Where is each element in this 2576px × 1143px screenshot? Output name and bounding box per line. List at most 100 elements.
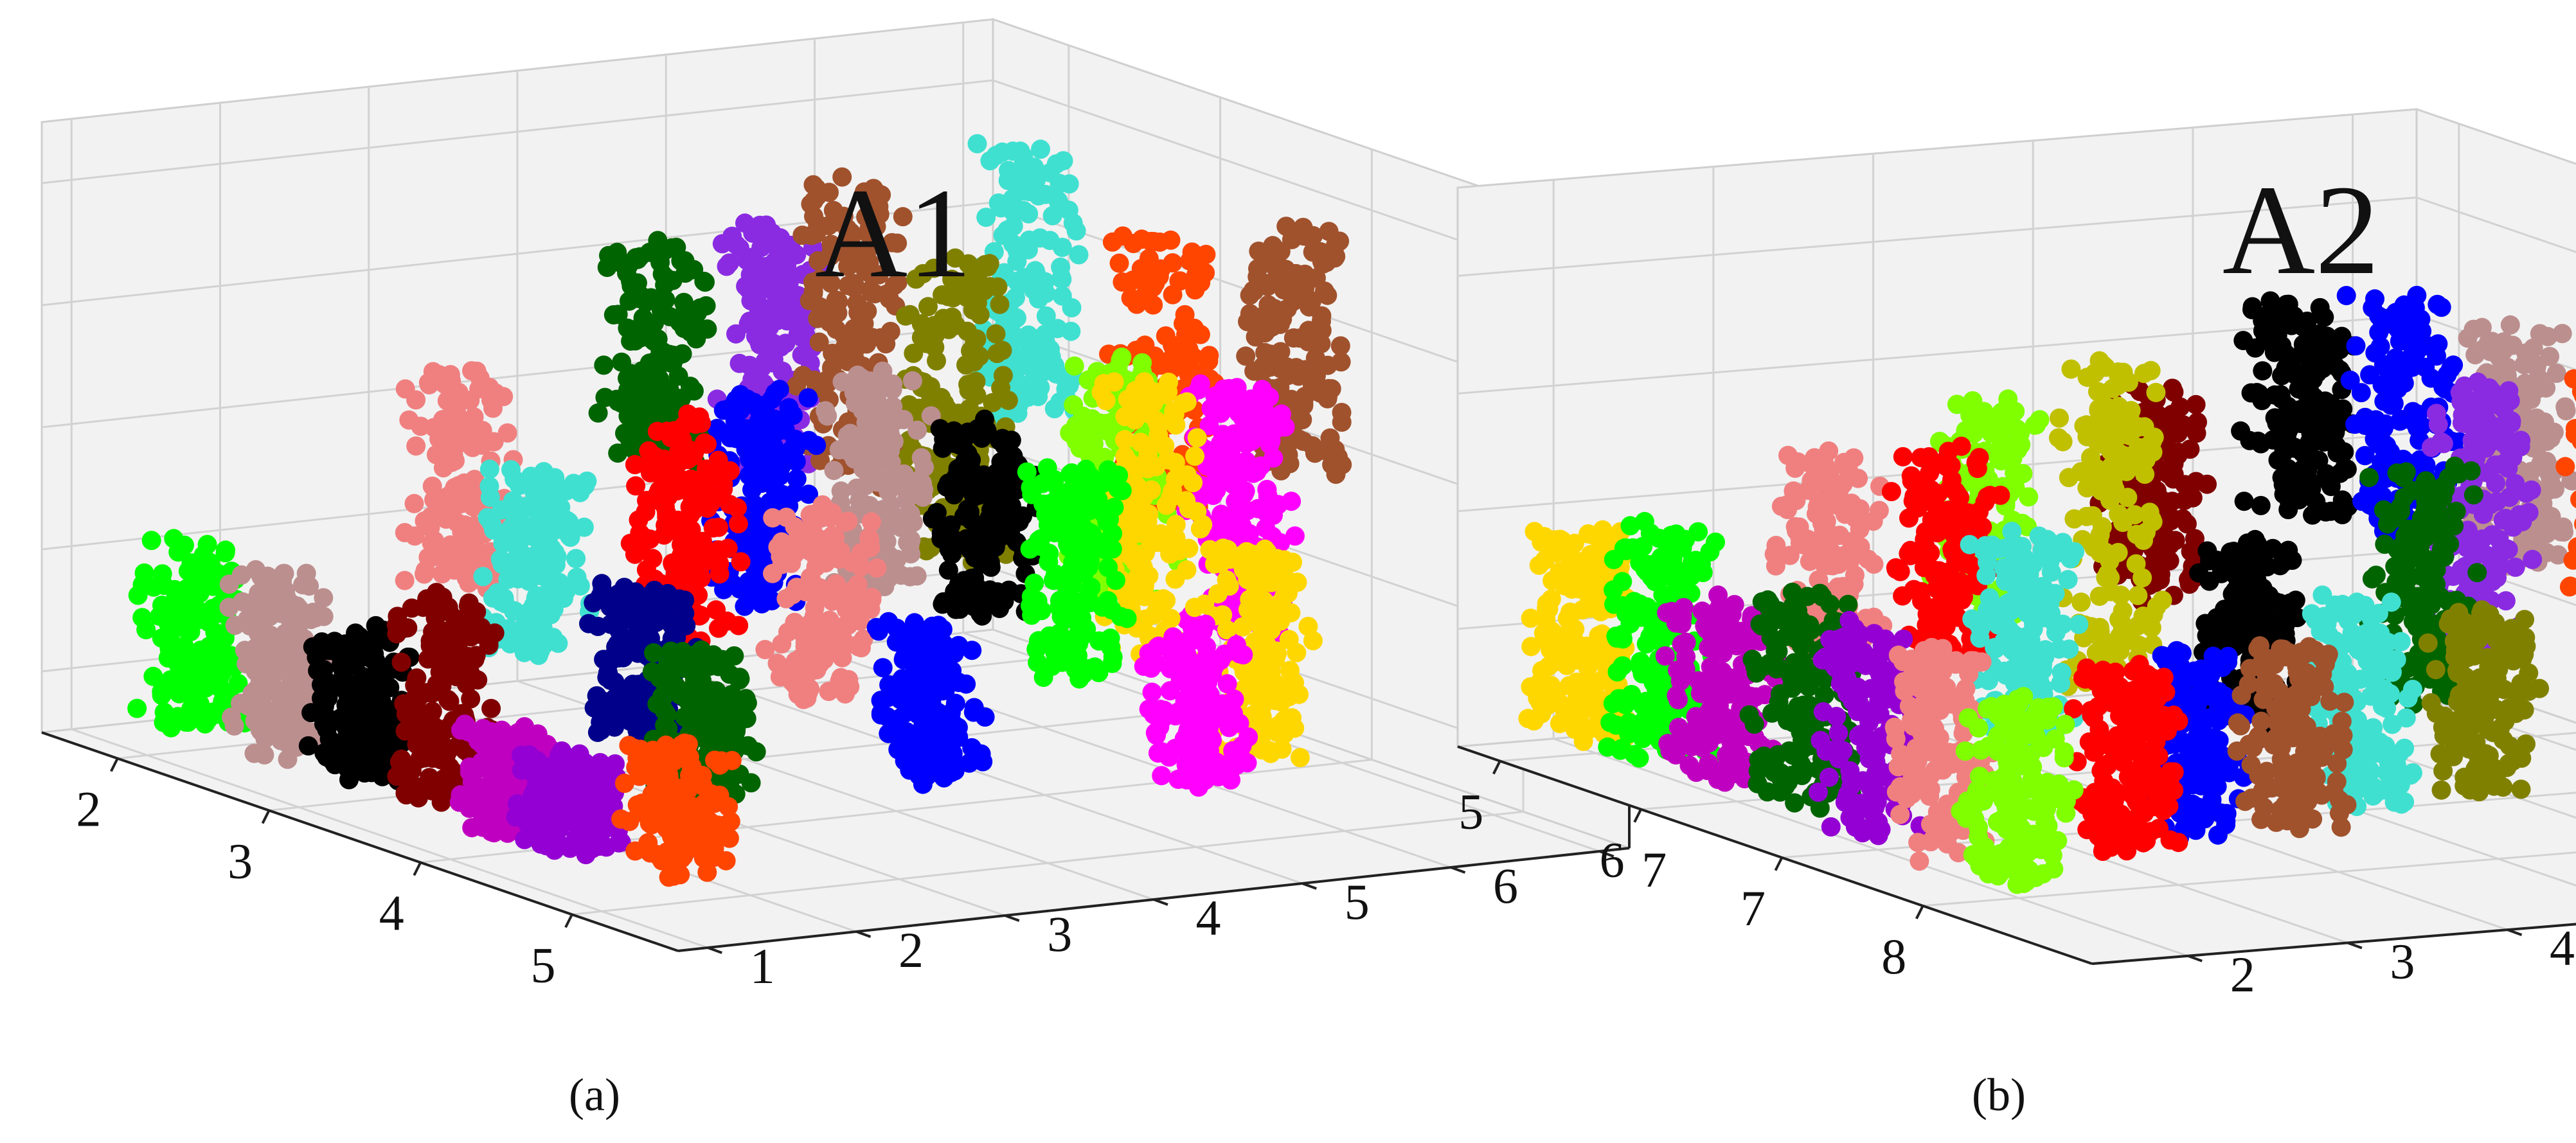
scatter-point: [2251, 496, 2271, 515]
scatter-point: [787, 578, 807, 597]
scatter-point: [650, 355, 670, 374]
scatter-point: [869, 621, 888, 641]
scatter-point: [557, 481, 576, 501]
scatter-point: [1127, 295, 1147, 314]
scatter-point: [427, 445, 446, 465]
scatter-point: [871, 423, 890, 442]
scatter-point: [893, 689, 912, 709]
scatter-point: [1069, 669, 1089, 689]
scatter-point: [366, 632, 386, 651]
scatter-point: [927, 503, 947, 522]
scatter-point: [1203, 486, 1222, 505]
scatter-point: [923, 657, 942, 676]
y-tick-label: 4: [1196, 890, 1221, 946]
y-tick: [857, 932, 871, 937]
scatter-point: [888, 740, 908, 759]
scatter-point: [1021, 478, 1041, 497]
scatter-point: [1052, 270, 1071, 289]
scatter-point: [1150, 382, 1170, 402]
scatter-point: [787, 469, 807, 488]
scatter-point: [526, 472, 545, 492]
scatter-point: [843, 611, 863, 630]
scatter-point: [460, 594, 479, 613]
scatter-point: [474, 724, 493, 743]
scatter-point: [1082, 409, 1102, 429]
scatter-point: [1169, 271, 1188, 290]
scatter-point: [738, 736, 758, 756]
scatter-point: [1109, 479, 1128, 499]
scatter-point: [1146, 457, 1165, 476]
scatter-point: [742, 430, 761, 450]
scatter-point: [912, 765, 931, 784]
scatter-point: [996, 226, 1015, 245]
scatter-point: [483, 398, 503, 418]
scatter-point: [625, 455, 645, 474]
scatter-point: [452, 522, 471, 542]
scatter-point: [1037, 306, 1056, 326]
scatter-point: [949, 636, 968, 655]
scatter-point: [1041, 231, 1060, 250]
scatter-point: [764, 282, 783, 301]
scatter-point: [424, 727, 443, 746]
scatter-point: [1283, 553, 1302, 572]
scatter-point: [440, 740, 460, 759]
scatter-point: [493, 524, 512, 543]
scatter-point: [416, 561, 435, 580]
scatter-point: [1244, 676, 1263, 695]
scatter-point: [1218, 439, 1237, 458]
scatter-point: [1080, 482, 1100, 501]
scatter-point: [1065, 357, 1084, 376]
scatter-point: [1166, 470, 1185, 489]
scatter-point: [956, 675, 976, 694]
scatter-point: [166, 583, 185, 602]
scatter-point: [186, 687, 205, 706]
x-tick-label: 4: [379, 885, 404, 941]
scatter-point: [673, 642, 692, 661]
scatter-point: [1227, 756, 1246, 775]
scatter-point: [1259, 656, 1278, 675]
scatter-point: [682, 757, 701, 776]
scatter-point: [1294, 218, 1313, 237]
scatter-point: [1113, 272, 1132, 292]
scatter-point: [972, 518, 992, 538]
scatter-point: [993, 429, 1012, 448]
scatter-point: [392, 653, 411, 672]
scatter-point: [438, 427, 457, 446]
scatter-point: [142, 531, 161, 550]
scatter-point: [879, 482, 898, 501]
scatter-point: [421, 636, 440, 655]
scatter-point: [737, 393, 756, 412]
scatter-point: [1159, 351, 1179, 370]
scatter-point: [271, 731, 291, 750]
scatter-point: [369, 655, 388, 675]
scatter-point: [648, 422, 667, 441]
scatter-point: [1318, 356, 1337, 375]
scatter-point: [987, 146, 1006, 165]
scatter-point: [421, 507, 440, 526]
scatter-point: [293, 686, 312, 705]
scatter-point: [589, 403, 608, 423]
scatter-point: [568, 568, 587, 587]
scatter-point: [1021, 540, 1040, 559]
scatter-point: [901, 530, 920, 549]
scatter-point: [704, 645, 723, 664]
scatter-point: [1166, 650, 1185, 669]
scatter-point: [559, 811, 578, 831]
scatter-point: [964, 424, 983, 443]
scatter-point: [894, 410, 913, 429]
scatter-point: [960, 467, 979, 486]
scatter-point: [629, 705, 648, 724]
scatter-point: [264, 641, 283, 660]
scatter-point: [198, 711, 217, 730]
scatter-point: [1332, 412, 1352, 432]
scatter-point: [1026, 170, 1046, 190]
scatter-point: [612, 353, 631, 372]
scatter-point: [872, 704, 891, 723]
scatter-point: [999, 391, 1018, 410]
scatter-point: [547, 788, 566, 807]
scatter-point: [615, 423, 634, 443]
scatter-point: [348, 680, 367, 700]
scatter-point: [452, 494, 471, 513]
scatter-point: [713, 816, 733, 835]
scatter-point: [1115, 407, 1134, 426]
